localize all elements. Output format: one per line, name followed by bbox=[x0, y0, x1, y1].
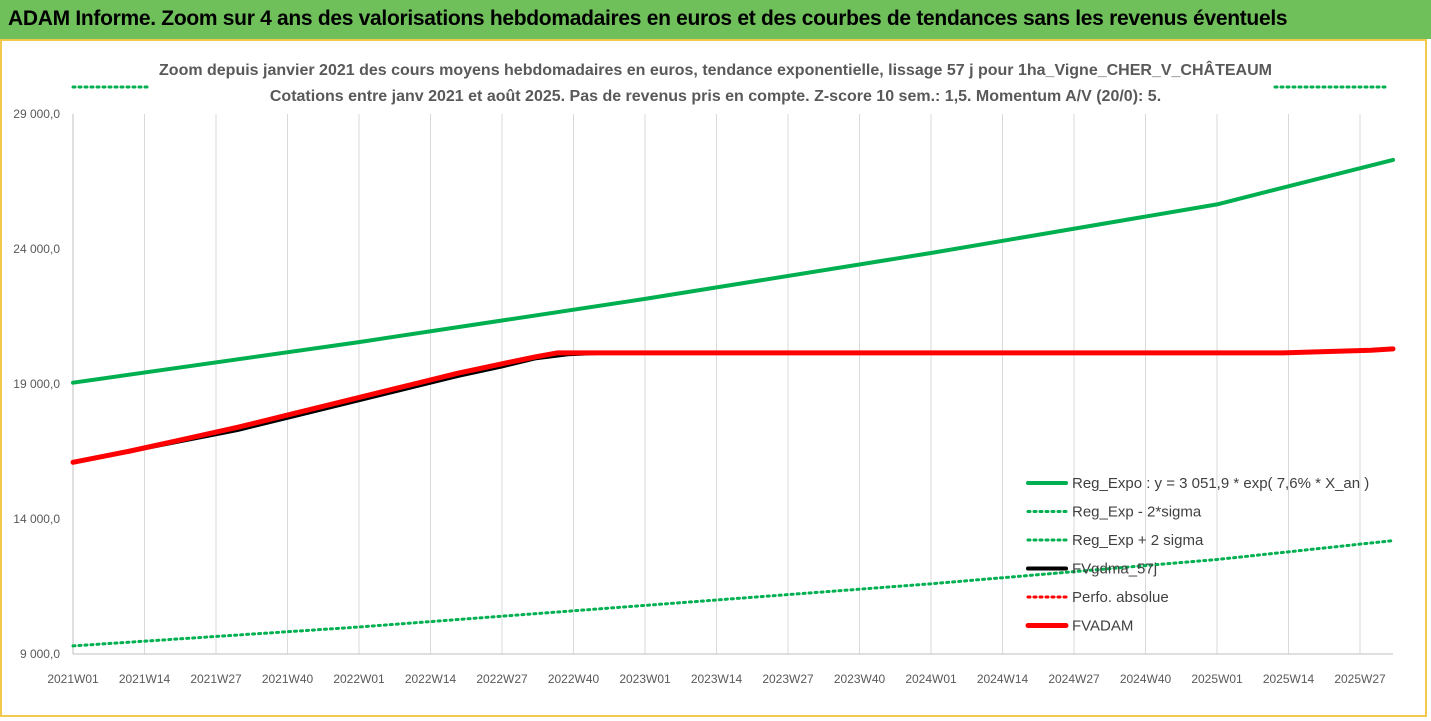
series-line-0 bbox=[71, 157, 1395, 385]
legend-label: Reg_Expo : y = 3 051,9 * exp( 7,6% * X_a… bbox=[1072, 475, 1369, 492]
report-title: ADAM Informe. Zoom sur 4 ans des valoris… bbox=[8, 7, 1288, 30]
x-tick-label: 2021W27 bbox=[190, 672, 242, 686]
legend-label: Reg_Exp + 2 sigma bbox=[1072, 532, 1204, 549]
chart-title-line1: Zoom depuis janvier 2021 des cours moyen… bbox=[159, 62, 1272, 79]
header-bar: ADAM Informe. Zoom sur 4 ans des valoris… bbox=[0, 0, 1431, 39]
x-tick-label: 2024W40 bbox=[1120, 672, 1172, 686]
series-line-1 bbox=[71, 539, 1395, 648]
legend-label: Reg_Exp - 2*sigma bbox=[1072, 504, 1202, 521]
x-tick-label: 2025W01 bbox=[1191, 672, 1243, 686]
series-line-5 bbox=[70, 346, 1396, 465]
legend-label: FVgdma_57j bbox=[1072, 561, 1157, 578]
legend-label: Perfo. absolue bbox=[1072, 589, 1169, 606]
x-tick-label: 2025W27 bbox=[1334, 672, 1386, 686]
series-line-3 bbox=[71, 346, 1395, 465]
x-tick-label: 2022W27 bbox=[476, 672, 528, 686]
y-tick-label: 29 000,0 bbox=[13, 107, 60, 121]
legend-label: FVADAM bbox=[1072, 618, 1133, 635]
x-tick-label: 2024W27 bbox=[1048, 672, 1100, 686]
x-tick-label: 2023W01 bbox=[619, 672, 671, 686]
y-tick-label: 19 000,0 bbox=[13, 377, 60, 391]
x-tick-label: 2025W14 bbox=[1263, 672, 1315, 686]
x-tick-label: 2024W14 bbox=[977, 672, 1029, 686]
y-tick-label: 24 000,0 bbox=[13, 242, 60, 256]
chart-title-line2: Cotations entre janv 2021 et août 2025. … bbox=[269, 88, 1162, 105]
x-tick-label: 2022W14 bbox=[405, 672, 457, 686]
x-tick-label: 2023W14 bbox=[691, 672, 743, 686]
x-tick-label: 2021W01 bbox=[47, 672, 99, 686]
x-tick-label: 2021W40 bbox=[262, 672, 314, 686]
x-tick-label: 2023W27 bbox=[762, 672, 814, 686]
x-tick-label: 2021W14 bbox=[119, 672, 171, 686]
x-tick-label: 2022W40 bbox=[548, 672, 600, 686]
x-tick-label: 2022W01 bbox=[333, 672, 385, 686]
x-tick-label: 2024W01 bbox=[905, 672, 957, 686]
y-tick-label: 9 000,0 bbox=[20, 647, 60, 661]
x-tick-label: 2023W40 bbox=[834, 672, 886, 686]
chart-frame bbox=[0, 39, 1427, 717]
y-tick-label: 14 000,0 bbox=[13, 512, 60, 526]
